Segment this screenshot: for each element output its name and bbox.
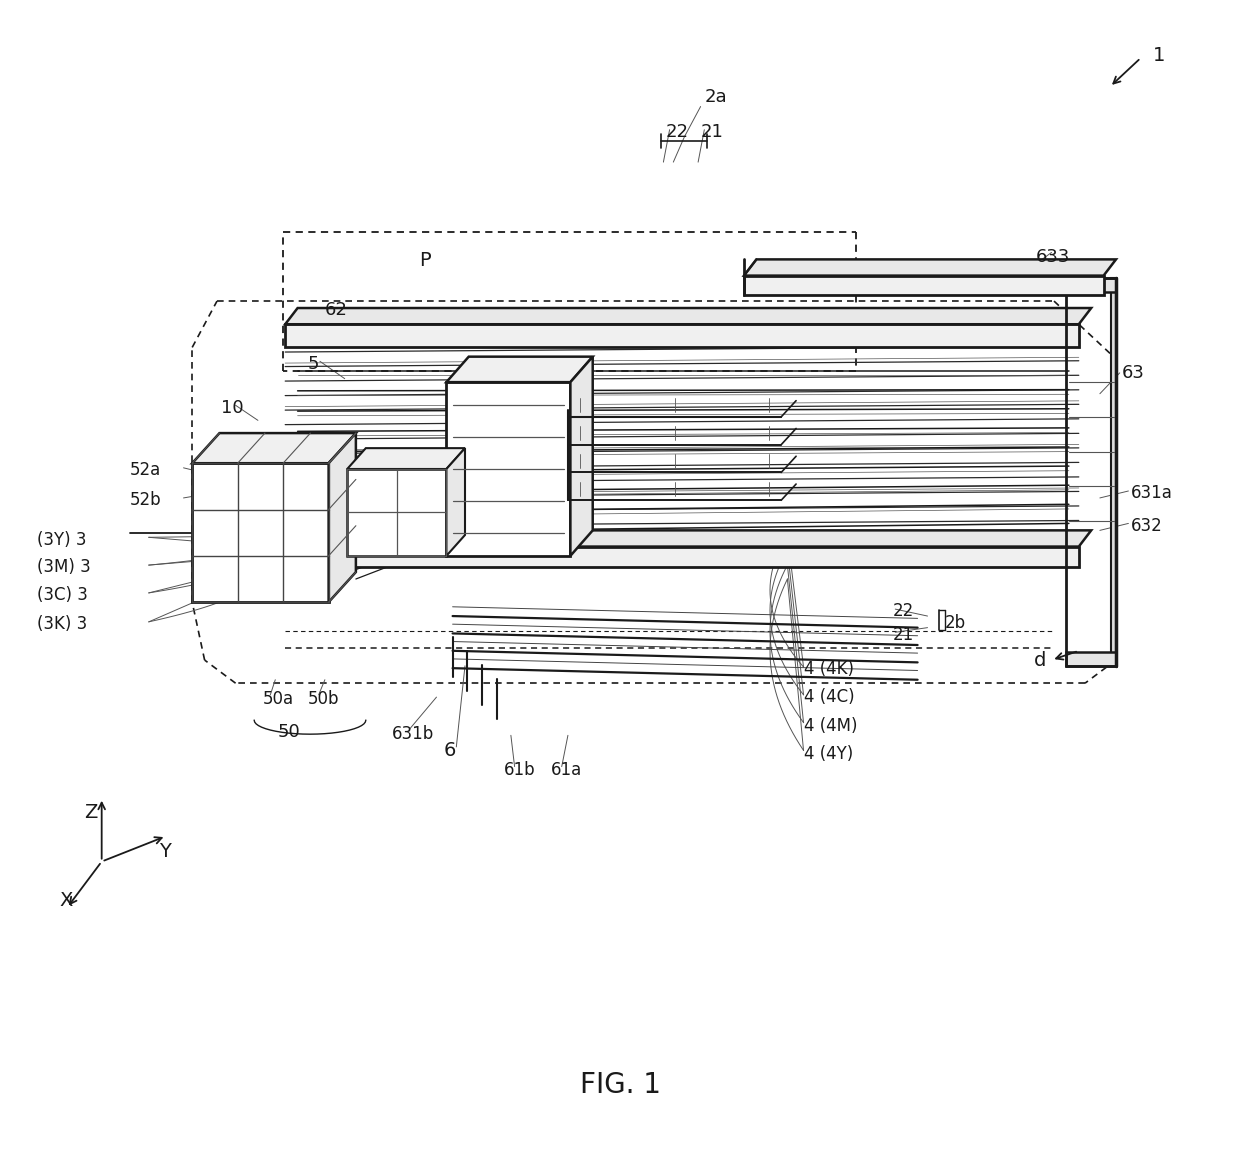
Text: 52b: 52b bbox=[130, 491, 162, 510]
Text: 631a: 631a bbox=[1131, 484, 1173, 503]
Text: 1: 1 bbox=[1153, 46, 1166, 65]
Text: 4 (4M): 4 (4M) bbox=[804, 717, 857, 735]
Polygon shape bbox=[285, 530, 1091, 547]
Text: 4 (4C): 4 (4C) bbox=[804, 688, 854, 706]
Polygon shape bbox=[347, 448, 465, 469]
Polygon shape bbox=[744, 259, 1116, 276]
Text: 2a: 2a bbox=[704, 88, 727, 107]
Text: 6: 6 bbox=[444, 741, 456, 760]
Polygon shape bbox=[347, 469, 446, 556]
Text: 50: 50 bbox=[278, 723, 300, 741]
Text: 61a: 61a bbox=[551, 761, 582, 779]
Text: 61b: 61b bbox=[503, 761, 536, 779]
Text: 631b: 631b bbox=[392, 725, 434, 743]
Text: FIG. 1: FIG. 1 bbox=[579, 1071, 661, 1099]
Text: Z: Z bbox=[84, 804, 98, 822]
Polygon shape bbox=[192, 433, 356, 463]
Polygon shape bbox=[329, 433, 356, 602]
Text: 50a: 50a bbox=[263, 690, 294, 709]
Text: 63: 63 bbox=[1122, 364, 1145, 382]
Polygon shape bbox=[192, 463, 329, 602]
Text: 22: 22 bbox=[893, 602, 914, 621]
Text: Y: Y bbox=[159, 842, 171, 860]
Text: 21: 21 bbox=[701, 123, 723, 141]
Text: (3Y) 3: (3Y) 3 bbox=[37, 530, 87, 549]
Text: 50b: 50b bbox=[308, 690, 339, 709]
Text: (3C) 3: (3C) 3 bbox=[37, 586, 88, 604]
Text: P: P bbox=[419, 251, 430, 270]
Text: 4 (4K): 4 (4K) bbox=[804, 660, 853, 679]
Polygon shape bbox=[1111, 278, 1116, 666]
Text: (3M) 3: (3M) 3 bbox=[37, 558, 91, 577]
Polygon shape bbox=[285, 547, 1079, 567]
Polygon shape bbox=[446, 382, 570, 556]
Text: 5: 5 bbox=[308, 354, 319, 373]
Polygon shape bbox=[446, 357, 593, 382]
Polygon shape bbox=[1066, 278, 1116, 292]
Text: (3K) 3: (3K) 3 bbox=[37, 615, 88, 633]
Text: 4 (4Y): 4 (4Y) bbox=[804, 745, 853, 763]
Text: 2b: 2b bbox=[945, 614, 966, 632]
Text: 633: 633 bbox=[1035, 248, 1070, 266]
Text: 22: 22 bbox=[666, 123, 689, 141]
Polygon shape bbox=[1066, 652, 1116, 666]
Polygon shape bbox=[285, 308, 1091, 324]
Polygon shape bbox=[744, 276, 1104, 295]
Text: 62: 62 bbox=[325, 301, 347, 320]
Polygon shape bbox=[285, 324, 1079, 347]
Text: 10: 10 bbox=[221, 398, 243, 417]
Text: 632: 632 bbox=[1131, 516, 1163, 535]
Text: 52a: 52a bbox=[130, 461, 161, 479]
Text: 21: 21 bbox=[893, 625, 914, 644]
Polygon shape bbox=[446, 448, 465, 556]
Text: d: d bbox=[1034, 651, 1047, 669]
Text: X: X bbox=[60, 892, 73, 910]
Polygon shape bbox=[570, 357, 593, 556]
